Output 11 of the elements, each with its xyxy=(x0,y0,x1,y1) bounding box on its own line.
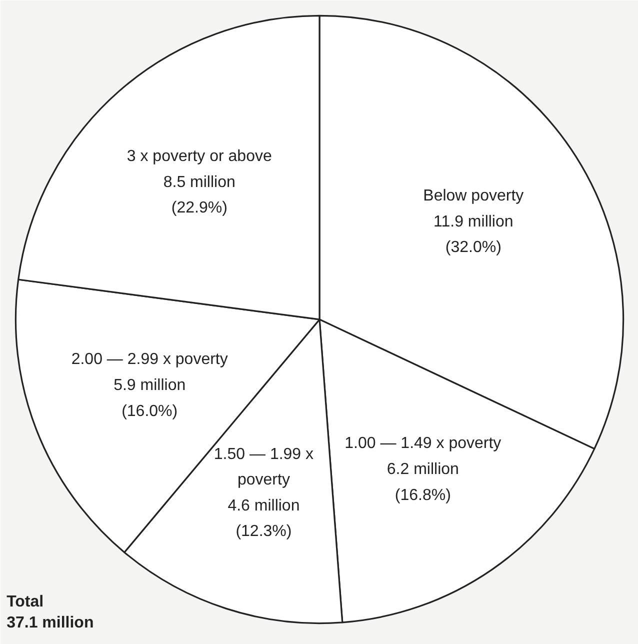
slice-label: 1.00 — 1.49 x poverty xyxy=(344,435,502,452)
data-label: 6.2 million (16.8%) xyxy=(386,461,459,504)
slice-label: 3 x poverty or above xyxy=(126,148,272,166)
slice-label: 1.50 — 1.99 x poverty xyxy=(214,446,314,489)
slice-label: 2.00 — 2.99 x poverty xyxy=(71,351,228,368)
data-label: 5.9 million (16.0%) xyxy=(114,376,186,420)
data-label: 4.6 million (12.3%) xyxy=(228,497,300,540)
data-label: 8.5 million (22.9%) xyxy=(163,174,236,217)
text: Total 37.1 million xyxy=(6,593,94,632)
slice-label: Below poverty xyxy=(423,187,524,204)
data-label: 11.9 million (32.0%) xyxy=(434,213,514,256)
